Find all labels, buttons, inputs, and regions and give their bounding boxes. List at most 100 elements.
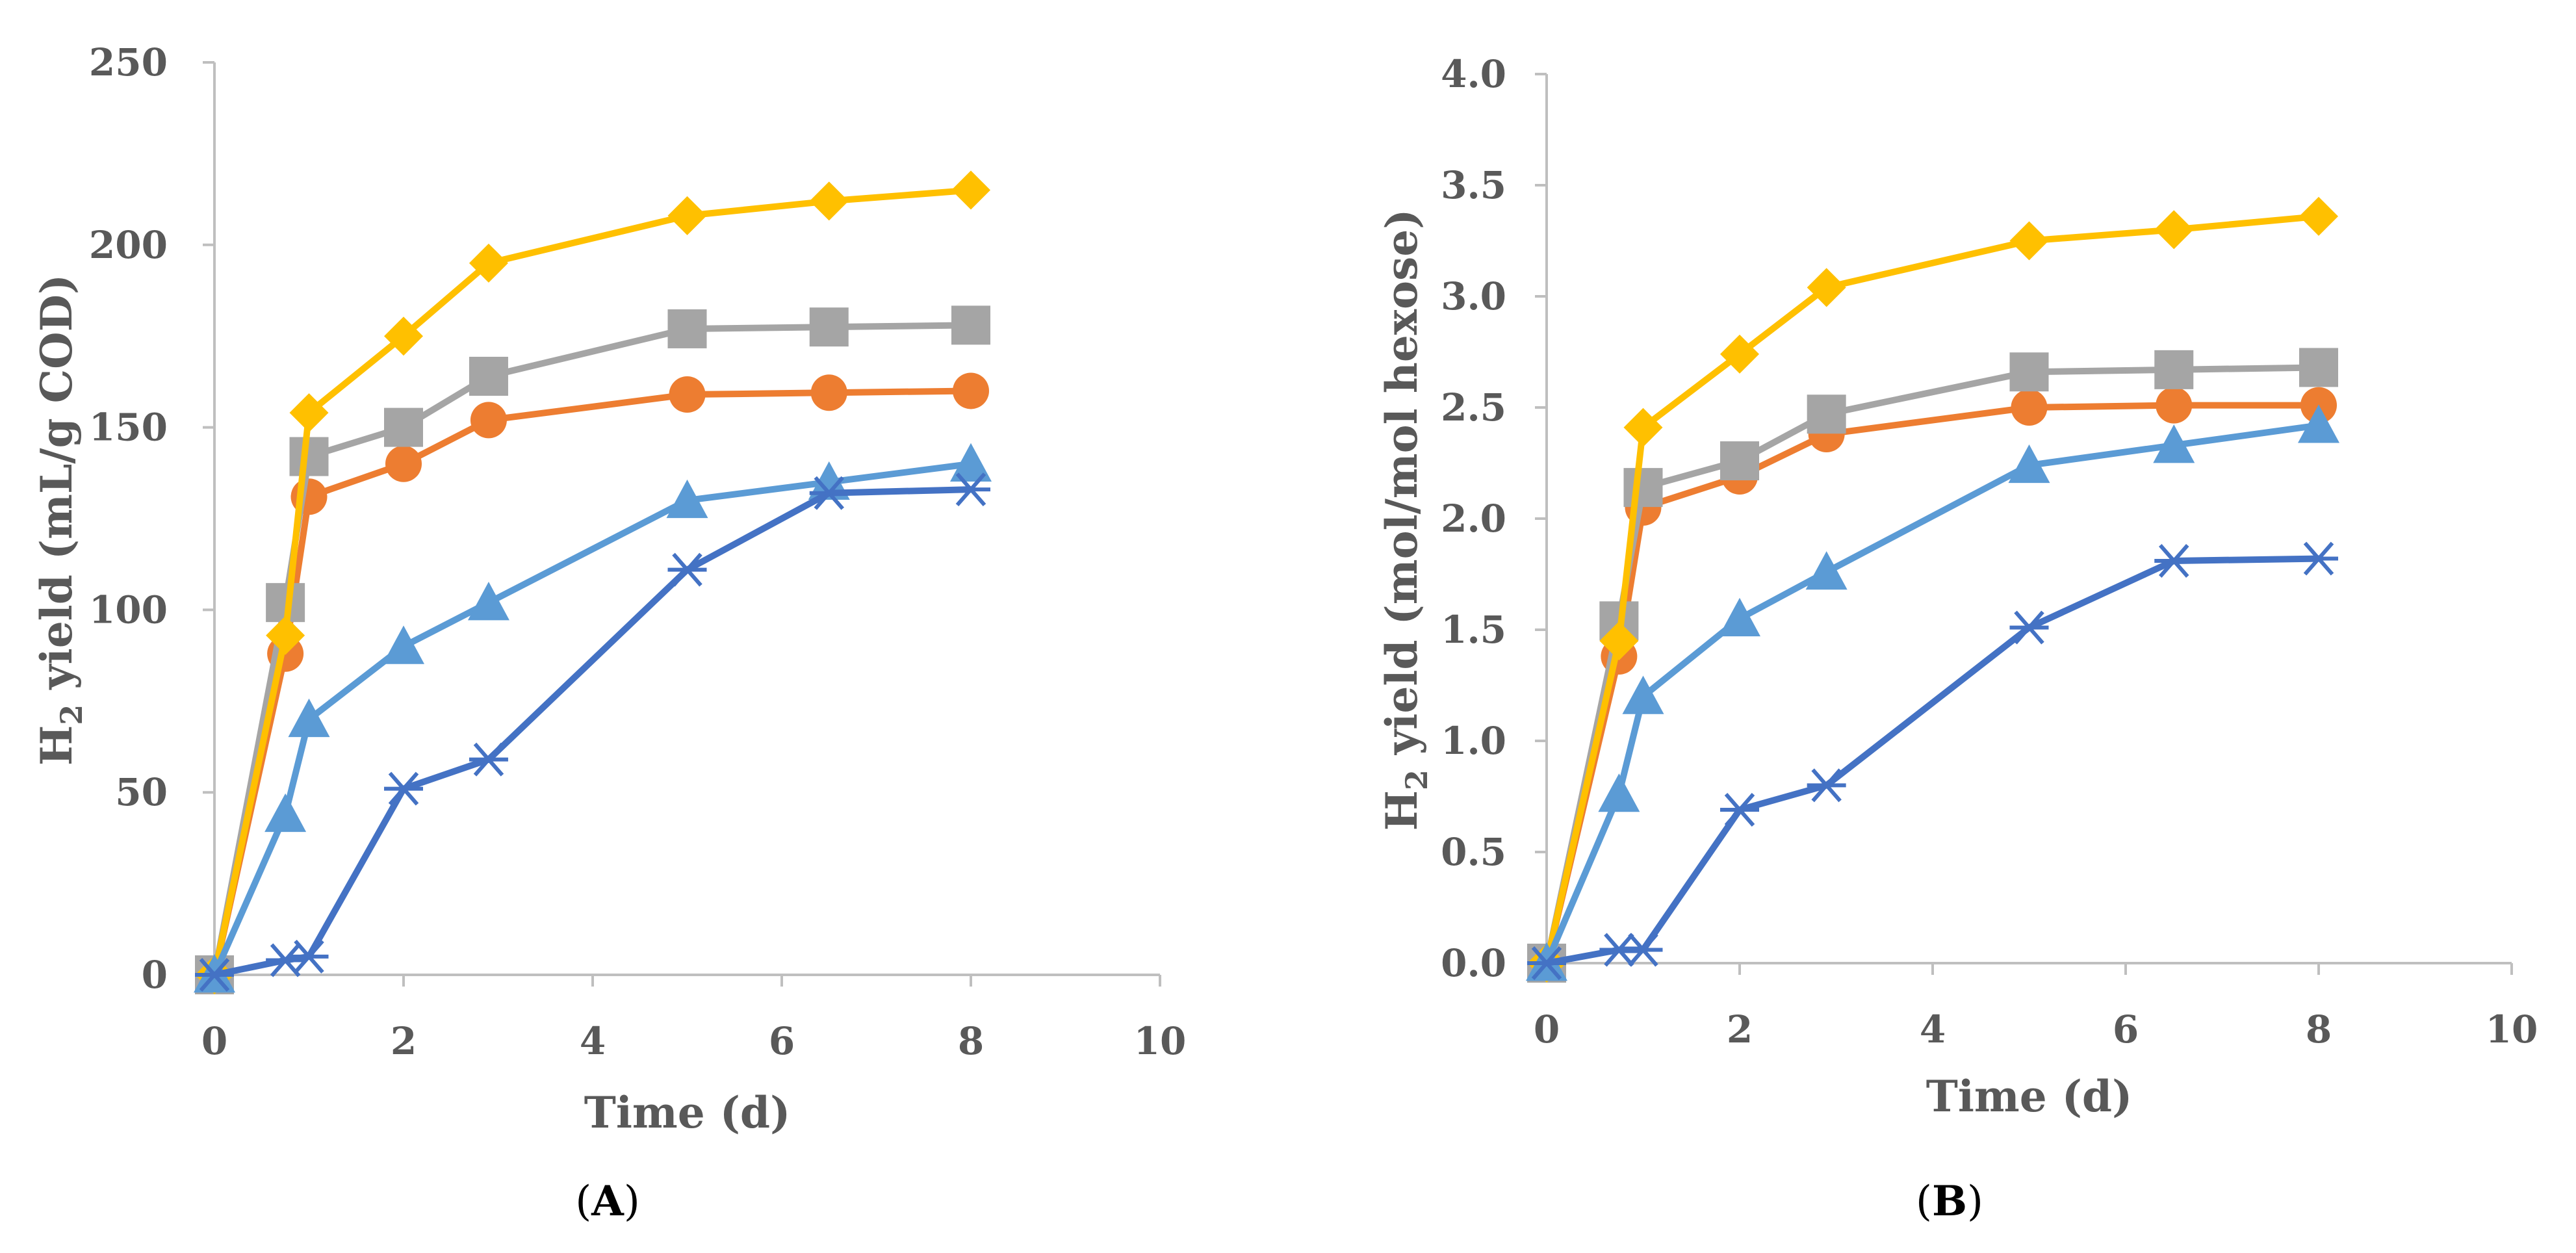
data-point-lightblue-triangle bbox=[1598, 773, 1640, 812]
data-point-darkblue-star bbox=[469, 742, 508, 777]
y-tick-label: 1.0 bbox=[1441, 719, 1506, 763]
data-point-darkblue-star bbox=[384, 771, 423, 806]
data-point-lightblue-triangle bbox=[1622, 675, 1664, 714]
series-yellow-diamond bbox=[1527, 196, 2338, 983]
data-point-darkblue-star bbox=[1623, 933, 1663, 967]
series-line-lightblue-triangle bbox=[211, 460, 974, 978]
series-gray-square bbox=[1527, 348, 2338, 983]
x-tick-label: 0 bbox=[201, 1019, 227, 1063]
data-point-darkblue-star bbox=[2154, 544, 2194, 578]
x-tick-label: 8 bbox=[2306, 1007, 2332, 1052]
series-line-gray-square bbox=[211, 322, 974, 978]
panel-label: (A) bbox=[575, 1177, 640, 1226]
data-point-lightblue-triangle bbox=[950, 443, 992, 482]
data-point-yellow-diamond bbox=[1599, 621, 1639, 661]
x-tick-label: 4 bbox=[580, 1019, 606, 1063]
y-tick-label: 50 bbox=[115, 770, 168, 814]
series-line-darkblue-star bbox=[1543, 555, 2322, 966]
data-point-lightblue-triangle bbox=[666, 479, 708, 519]
series-darkblue-star bbox=[195, 472, 990, 992]
data-point-lightblue-triangle bbox=[1719, 597, 1760, 637]
x-axis-title: Time (d) bbox=[584, 1087, 791, 1138]
data-point-gray-square bbox=[2009, 352, 2049, 392]
data-point-yellow-diamond bbox=[809, 181, 849, 221]
data-point-lightblue-triangle bbox=[288, 698, 330, 738]
data-point-yellow-diamond bbox=[2299, 196, 2338, 236]
data-point-yellow-diamond bbox=[951, 170, 990, 210]
y-tick-label: 3.5 bbox=[1441, 163, 1506, 207]
x-tick-label: 4 bbox=[1920, 1007, 1946, 1052]
x-tick-label: 6 bbox=[769, 1019, 795, 1063]
x-axis-title: Time (d) bbox=[1926, 1071, 2133, 1122]
data-point-lightblue-triangle bbox=[383, 625, 424, 664]
data-point-orange-circle bbox=[953, 372, 989, 409]
data-point-yellow-diamond bbox=[2154, 210, 2194, 250]
data-point-gray-square bbox=[809, 307, 849, 347]
data-point-gray-square bbox=[667, 309, 707, 348]
data-point-gray-square bbox=[1623, 468, 1663, 508]
data-point-yellow-diamond bbox=[2009, 221, 2049, 261]
y-axis-title: H2 yield (mL/g COD) bbox=[31, 274, 89, 766]
panel-label: (B) bbox=[1916, 1177, 1983, 1226]
series-line-yellow-diamond bbox=[1543, 213, 2322, 966]
data-point-gray-square bbox=[1720, 441, 1759, 481]
x-tick-label: 2 bbox=[391, 1019, 417, 1063]
data-point-lightblue-triangle bbox=[2298, 404, 2339, 443]
data-point-yellow-diamond bbox=[667, 196, 707, 235]
data-point-lightblue-triangle bbox=[264, 793, 307, 833]
x-tick-label: 10 bbox=[2486, 1007, 2538, 1052]
data-point-gray-square bbox=[951, 305, 990, 345]
y-tick-label: 2.0 bbox=[1441, 497, 1506, 541]
y-tick-label: 4.0 bbox=[1441, 52, 1506, 96]
chart-panel-b: 0.0 0.5 1.0 1.5 2.0 2.5 3.0 3.5 4.0 0 2 4 6 8 10 Time (… bbox=[1376, 52, 2538, 1226]
data-point-orange-circle bbox=[470, 402, 507, 439]
data-point-lightblue-triangle bbox=[1805, 551, 1848, 590]
series-line-lightblue-triangle bbox=[1543, 422, 2322, 966]
y-tick-label: 3.0 bbox=[1441, 274, 1506, 318]
series-darkblue-star bbox=[1527, 541, 2338, 980]
data-point-orange-circle bbox=[669, 376, 706, 413]
y-tick-label: 1.5 bbox=[1441, 608, 1506, 652]
data-point-yellow-diamond bbox=[266, 615, 305, 655]
y-tick-label: 200 bbox=[89, 223, 168, 267]
data-point-darkblue-star bbox=[2299, 541, 2338, 576]
series-yellow-diamond bbox=[195, 170, 990, 994]
y-tick-label: 0.5 bbox=[1441, 830, 1506, 874]
data-point-lightblue-triangle bbox=[2008, 444, 2050, 484]
data-point-orange-circle bbox=[2156, 387, 2193, 424]
data-point-darkblue-star bbox=[1807, 768, 1846, 803]
x-tick-label: 6 bbox=[2113, 1007, 2139, 1052]
y-tick-label: 0.0 bbox=[1441, 941, 1506, 985]
series-lightblue-triangle bbox=[1526, 404, 2339, 981]
data-point-lightblue-triangle bbox=[2153, 424, 2195, 463]
data-point-yellow-diamond bbox=[384, 316, 423, 356]
data-point-darkblue-star bbox=[2009, 610, 2049, 645]
data-point-gray-square bbox=[469, 356, 508, 396]
y-tick-label: 2.5 bbox=[1441, 385, 1506, 430]
series-line-darkblue-star bbox=[211, 486, 974, 978]
data-point-gray-square bbox=[2154, 350, 2194, 389]
data-point-gray-square bbox=[289, 437, 329, 476]
series-line-yellow-diamond bbox=[211, 187, 974, 978]
data-point-yellow-diamond bbox=[1807, 268, 1846, 307]
series-lightblue-triangle bbox=[194, 443, 992, 993]
y-axis-title: H2 yield (mol/mol hexose) bbox=[1376, 209, 1434, 831]
data-point-darkblue-star bbox=[667, 552, 707, 587]
data-point-lightblue-triangle bbox=[467, 582, 509, 621]
data-point-yellow-diamond bbox=[289, 393, 329, 433]
data-point-darkblue-star bbox=[809, 476, 849, 510]
y-tick-label: 150 bbox=[89, 406, 168, 450]
y-tick-label: 100 bbox=[89, 588, 168, 632]
data-point-gray-square bbox=[384, 407, 423, 447]
data-point-yellow-diamond bbox=[1720, 334, 1759, 374]
series-line-gray-square bbox=[1543, 364, 2322, 966]
chart-panel-a: 0 50 100 150 200 250 0 2 4 6 8 10 Time (d) H2 yield (… bbox=[31, 40, 1186, 1226]
data-point-yellow-diamond bbox=[469, 243, 508, 283]
data-point-darkblue-star bbox=[195, 958, 234, 992]
x-tick-label: 8 bbox=[958, 1019, 984, 1063]
y-tick-label: 250 bbox=[89, 40, 168, 84]
data-point-darkblue-star bbox=[266, 943, 305, 977]
data-point-orange-circle bbox=[385, 445, 422, 482]
y-tick-label: 0 bbox=[142, 953, 168, 997]
